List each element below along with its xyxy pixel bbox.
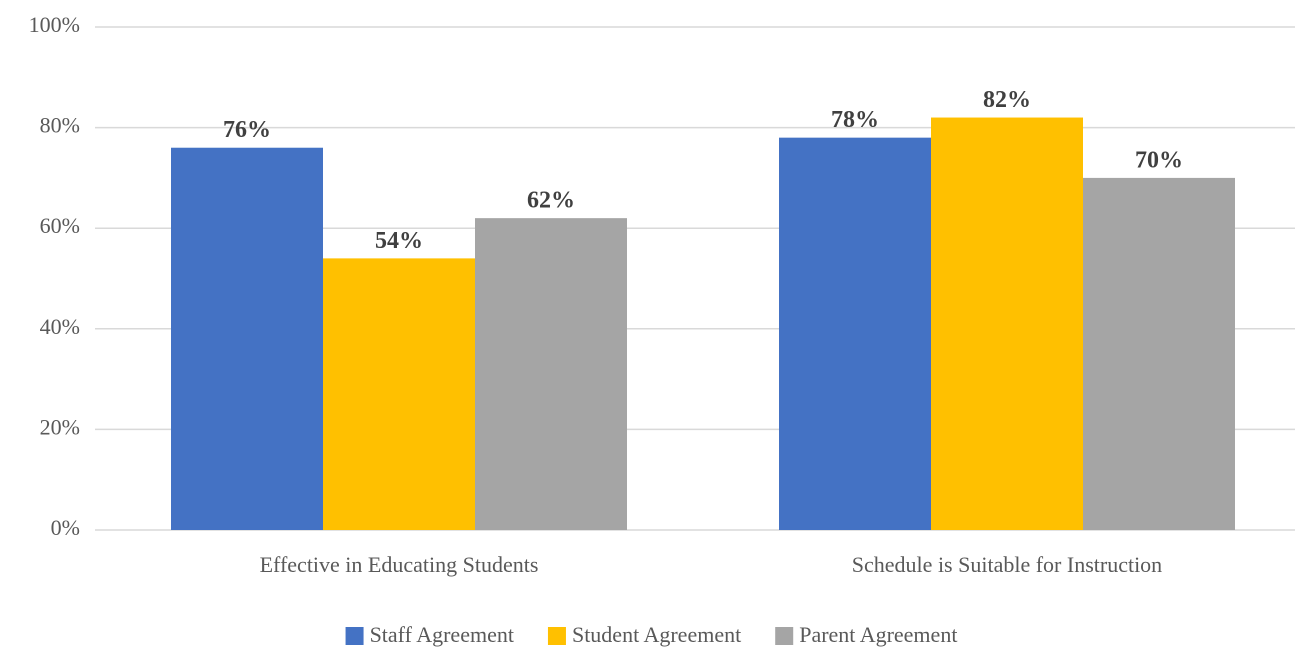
bar: [779, 137, 931, 530]
bar: [931, 117, 1083, 530]
legend-label: Student Agreement: [572, 622, 741, 647]
bar: [171, 147, 323, 530]
legend-label: Staff Agreement: [370, 622, 514, 647]
y-tick-label: 80%: [40, 113, 80, 138]
y-tick-label: 40%: [40, 314, 80, 339]
bar: [323, 258, 475, 530]
legend-swatch: [775, 627, 794, 645]
y-tick-label: 60%: [40, 213, 80, 238]
x-tick-label: Effective in Educating Students: [260, 552, 539, 577]
value-label: 78%: [831, 107, 879, 133]
y-tick-label: 20%: [40, 414, 80, 439]
y-tick-label: 100%: [29, 12, 80, 37]
value-label: 76%: [223, 117, 271, 143]
value-label: 54%: [375, 228, 423, 254]
value-label: 70%: [1135, 147, 1183, 173]
legend-swatch: [547, 627, 566, 645]
bar: [1083, 177, 1235, 530]
legend-swatch: [345, 627, 364, 645]
y-tick-label: 0%: [51, 515, 80, 540]
legend-label: Parent Agreement: [799, 622, 957, 647]
bar: [475, 218, 627, 530]
value-label: 82%: [983, 87, 1031, 113]
value-label: 62%: [527, 188, 575, 214]
x-tick-label: Schedule is Suitable for Instruction: [852, 552, 1162, 577]
